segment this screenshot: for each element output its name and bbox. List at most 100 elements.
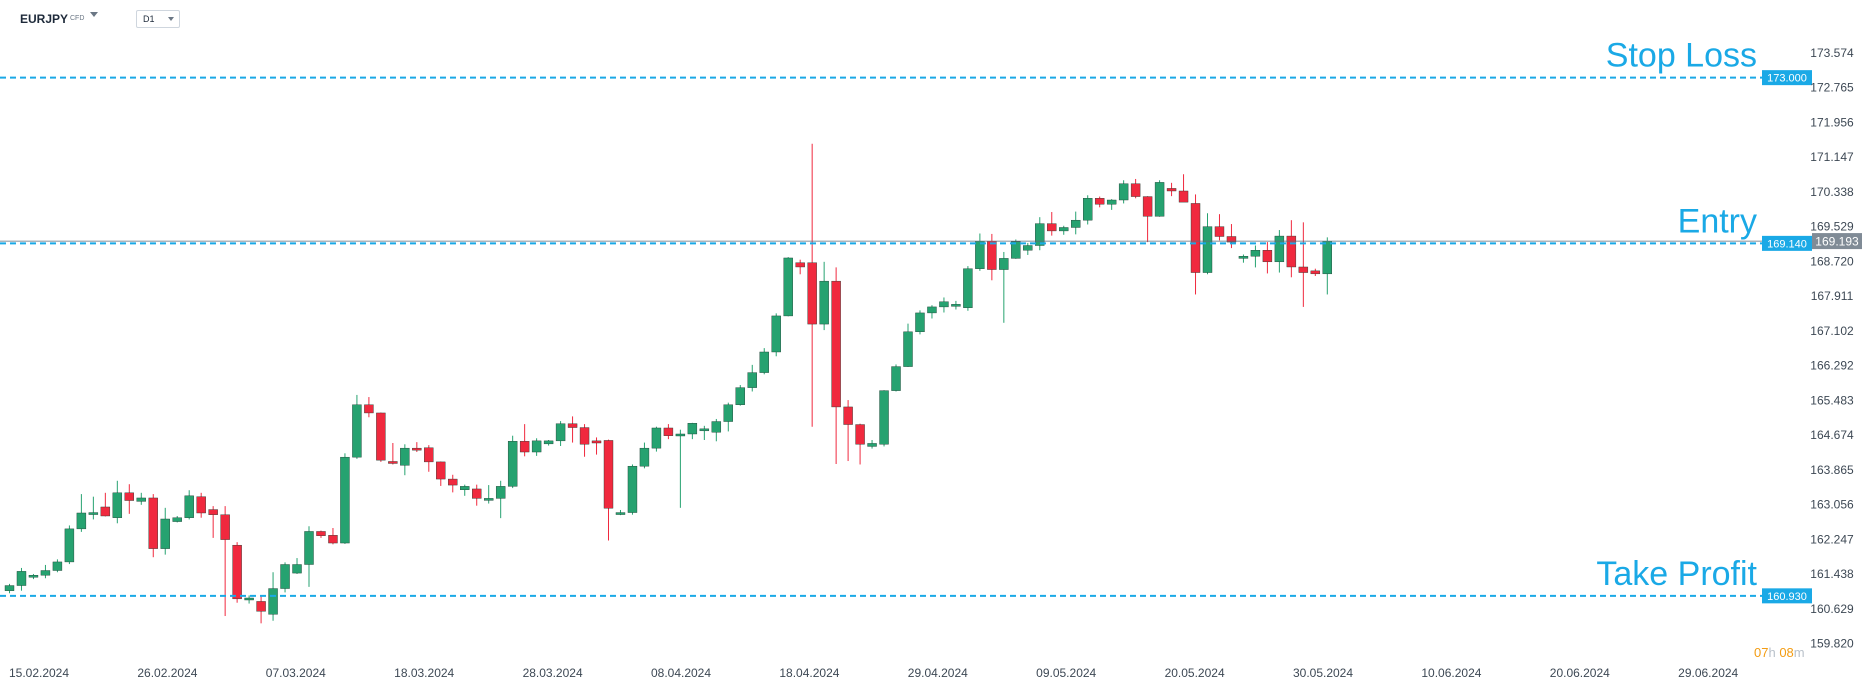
y-tick-label: 165.483 (1810, 393, 1854, 407)
candle (412, 442, 422, 453)
x-tick-label: 07.03.2024 (266, 666, 326, 680)
candle-body-bullish (975, 241, 985, 269)
candle-body-bullish (136, 497, 146, 502)
candle (663, 424, 674, 440)
candle-body-bullish (783, 257, 793, 317)
candle-body-bullish (951, 304, 961, 307)
candle-body-bullish (172, 517, 182, 522)
y-tick-label: 171.147 (1810, 150, 1854, 164)
candle-body-bullish (771, 315, 781, 353)
chevron-down-icon (168, 17, 174, 21)
candle (244, 595, 254, 604)
candle-body-bearish (376, 412, 386, 461)
y-tick-label: 166.292 (1810, 359, 1854, 373)
candle (112, 480, 123, 524)
candles-layer (4, 143, 1333, 624)
candle (507, 435, 518, 489)
countdown-minutes-unit: m (1793, 645, 1805, 660)
candle (603, 439, 614, 541)
x-tick-label: 15.02.2024 (9, 666, 69, 680)
candle-body-bearish (148, 497, 158, 549)
candle-body-bearish (472, 488, 482, 499)
y-tick-label: 163.865 (1810, 463, 1854, 477)
symbol-name[interactable]: EURJPY (20, 12, 69, 26)
price-level[interactable]: Entry 169.140 (0, 202, 1812, 251)
candle-body-bearish (124, 492, 135, 501)
candle (1190, 194, 1201, 295)
candle-body-bullish (543, 440, 554, 445)
candle (460, 484, 470, 496)
candle-body-bearish (831, 280, 841, 408)
y-tick-label: 159.820 (1810, 637, 1854, 651)
candle (891, 364, 901, 392)
candle-body-bullish (747, 372, 757, 388)
candle (208, 506, 218, 538)
candle (543, 439, 554, 446)
candle-body-bullish (484, 498, 494, 501)
candle-body-bullish (1082, 198, 1093, 221)
candle-body-bullish (292, 564, 302, 574)
candle (867, 439, 877, 449)
y-tick-label: 164.674 (1810, 428, 1854, 442)
timeframe-select[interactable]: D1 (136, 10, 180, 28)
candle-body-bullish (687, 423, 698, 435)
candle-body-bullish (627, 465, 638, 513)
candle (160, 507, 170, 555)
price-level-value: 173.000 (1767, 73, 1807, 85)
symbol-dropdown-chevron-icon[interactable] (90, 12, 98, 17)
candle-body-bearish (1047, 223, 1057, 232)
candle-body-bullish (507, 441, 518, 487)
candle (4, 583, 15, 594)
candle (1214, 214, 1225, 241)
candle-body-bearish (232, 544, 242, 600)
candle-body-bearish (603, 440, 614, 509)
candle-body-bearish (1094, 198, 1105, 205)
candle-body-bullish (1023, 245, 1033, 251)
candle-body-bullish (903, 331, 913, 367)
candle-body-bullish (64, 528, 75, 563)
candle (807, 143, 817, 427)
candle (220, 506, 230, 617)
candle-body-bullish (879, 390, 889, 445)
candle (531, 438, 542, 456)
x-tick-label: 30.05.2024 (1293, 666, 1353, 680)
countdown-hours-unit: h (1768, 645, 1776, 660)
candle (136, 492, 146, 505)
candle (903, 323, 913, 368)
candle-body-bearish (519, 441, 530, 453)
candle (687, 422, 698, 440)
candle (184, 490, 194, 520)
candle (472, 484, 482, 506)
candle-body-bearish (1166, 188, 1177, 192)
price-axis: 173.574 172.765 171.956 171.147 170.338 169.5… (1810, 46, 1862, 651)
candle (747, 364, 757, 392)
candle-body-bullish (460, 486, 470, 490)
y-tick-label: 169.529 (1810, 220, 1854, 234)
candle (28, 573, 39, 580)
y-tick-label: 167.911 (1811, 289, 1854, 303)
candle (316, 530, 326, 538)
candle (232, 542, 242, 603)
price-level[interactable]: Take Profit 160.930 (0, 555, 1812, 604)
candle (735, 385, 745, 406)
x-tick-label: 20.05.2024 (1165, 666, 1225, 680)
candle-body-bearish (855, 424, 865, 445)
candle-body-bullish (675, 433, 686, 437)
candle-body-bearish (208, 509, 218, 515)
candle-body-bearish (364, 404, 374, 414)
candle (304, 526, 314, 587)
candle (484, 485, 494, 504)
price-level[interactable]: Stop Loss 173.000 (0, 37, 1812, 86)
candle (711, 418, 722, 442)
candle-body-bearish (591, 440, 602, 444)
candle (831, 267, 841, 465)
candle-body-bearish (436, 461, 446, 480)
y-tick-label: 168.720 (1810, 254, 1854, 268)
candle-body-bullish (76, 512, 87, 530)
candle-body-bullish (1118, 183, 1129, 201)
candle (723, 402, 733, 432)
y-tick-label: 162.247 (1810, 532, 1854, 546)
candle (448, 474, 458, 493)
candle-body-bullish (1035, 223, 1045, 246)
